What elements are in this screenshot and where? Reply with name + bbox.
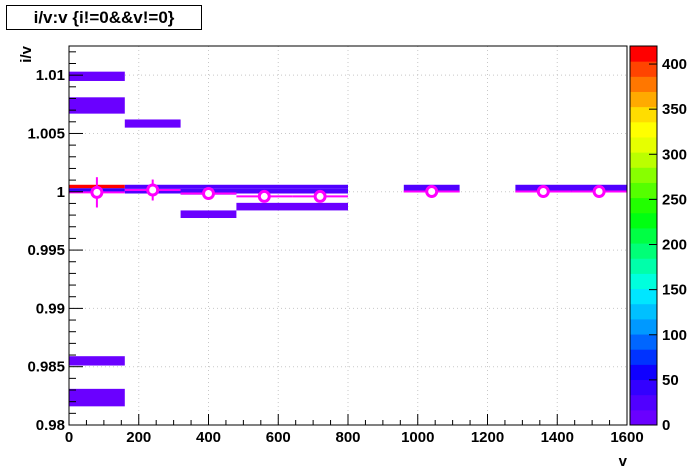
color-scale-swatch	[630, 258, 657, 274]
histogram-cell	[124, 188, 348, 194]
color-scale-swatch	[630, 212, 657, 229]
chart-title: i/v:v {i!=0&&v!=0}	[6, 5, 202, 30]
color-scale-swatch	[630, 318, 657, 335]
histogram-cell	[69, 97, 125, 114]
color-scale-tick-label: 100	[662, 327, 687, 344]
y-tick-label: 0.99	[36, 300, 65, 317]
profile-point	[592, 185, 606, 199]
y-axis-label: i/v	[18, 45, 35, 62]
profile-point	[146, 183, 160, 197]
y-tick-label: 1	[57, 184, 65, 201]
y-tick-label: 1.005	[27, 125, 65, 142]
color-scale-swatch	[630, 349, 657, 365]
x-tick-label: 1600	[610, 429, 643, 446]
color-scale-swatch	[630, 288, 657, 305]
color-scale-tick-label: 250	[662, 191, 687, 208]
color-scale-swatch	[630, 76, 657, 92]
color-scale-swatch	[630, 46, 657, 62]
color-scale-swatch	[630, 379, 657, 396]
color-scale-swatch	[630, 121, 657, 138]
x-tick-label: 1200	[471, 429, 504, 446]
x-axis: 0 200 400 600 800 1000 1200 1400 1600	[65, 414, 644, 446]
x-tick-label: 0	[65, 429, 73, 446]
x-tick-label: 200	[126, 429, 151, 446]
histogram-cell	[124, 119, 181, 128]
profile-point	[257, 189, 271, 203]
profile-points	[69, 177, 627, 208]
profile-point	[536, 185, 550, 199]
color-scale-swatch	[630, 106, 657, 123]
histogram-cell	[69, 356, 125, 366]
y-tick-label: 0.995	[27, 242, 65, 259]
histogram-cell	[515, 184, 627, 193]
y-tick-label: 1.01	[36, 67, 65, 84]
color-scale-swatch	[630, 182, 657, 199]
x-tick-label: 1000	[401, 429, 434, 446]
color-scale: 0 50 100 150 200 250 300 350 400	[629, 45, 687, 434]
grid	[69, 46, 627, 425]
profile-point	[425, 185, 439, 199]
color-scale-swatch	[630, 152, 657, 168]
color-scale-swatch	[630, 394, 657, 411]
y-tick-label: 0.985	[27, 359, 65, 376]
color-scale-swatch	[630, 409, 657, 426]
histogram-cell	[124, 184, 348, 189]
profile-point	[202, 187, 215, 201]
color-scale-tick-label: 300	[662, 146, 687, 163]
color-scale-tick-label: 150	[662, 282, 687, 299]
histogram-cell	[69, 71, 125, 81]
color-scale-swatch	[630, 136, 657, 153]
histogram-cell	[236, 202, 348, 211]
color-scale-swatch	[630, 303, 657, 320]
x-tick-label: 1400	[541, 429, 574, 446]
color-scale-tick-label: 350	[662, 101, 687, 118]
x-tick-label: 600	[266, 429, 291, 446]
color-scale-tick-label: 400	[662, 56, 687, 73]
color-scale-swatch	[630, 243, 657, 259]
color-scale-swatch	[630, 167, 657, 183]
color-scale-frame	[629, 45, 658, 426]
color-scale-tick-label: 50	[662, 372, 679, 389]
color-scale-swatch	[630, 227, 657, 244]
profile-point	[313, 189, 327, 203]
x-tick-label: 800	[335, 429, 360, 446]
color-scale-swatch	[630, 197, 657, 214]
histogram-cell	[69, 388, 125, 407]
y-tick-label: 0.98	[36, 417, 65, 434]
color-scale-swatch	[630, 334, 657, 350]
color-scale-tick-label: 0	[662, 417, 670, 434]
profile-point	[90, 185, 104, 199]
histogram-cell	[180, 210, 237, 219]
x-tick-label: 400	[196, 429, 221, 446]
color-scale-swatch	[630, 273, 657, 290]
x-axis-label: v	[619, 453, 628, 470]
color-scale-swatch	[630, 61, 657, 77]
color-scale-swatch	[630, 364, 657, 381]
color-scale-swatch	[630, 91, 657, 108]
color-scale-tick-label: 200	[662, 237, 687, 254]
y-axis: 0.98 0.985 0.99 0.995 1 1.005 1.01	[27, 51, 83, 434]
